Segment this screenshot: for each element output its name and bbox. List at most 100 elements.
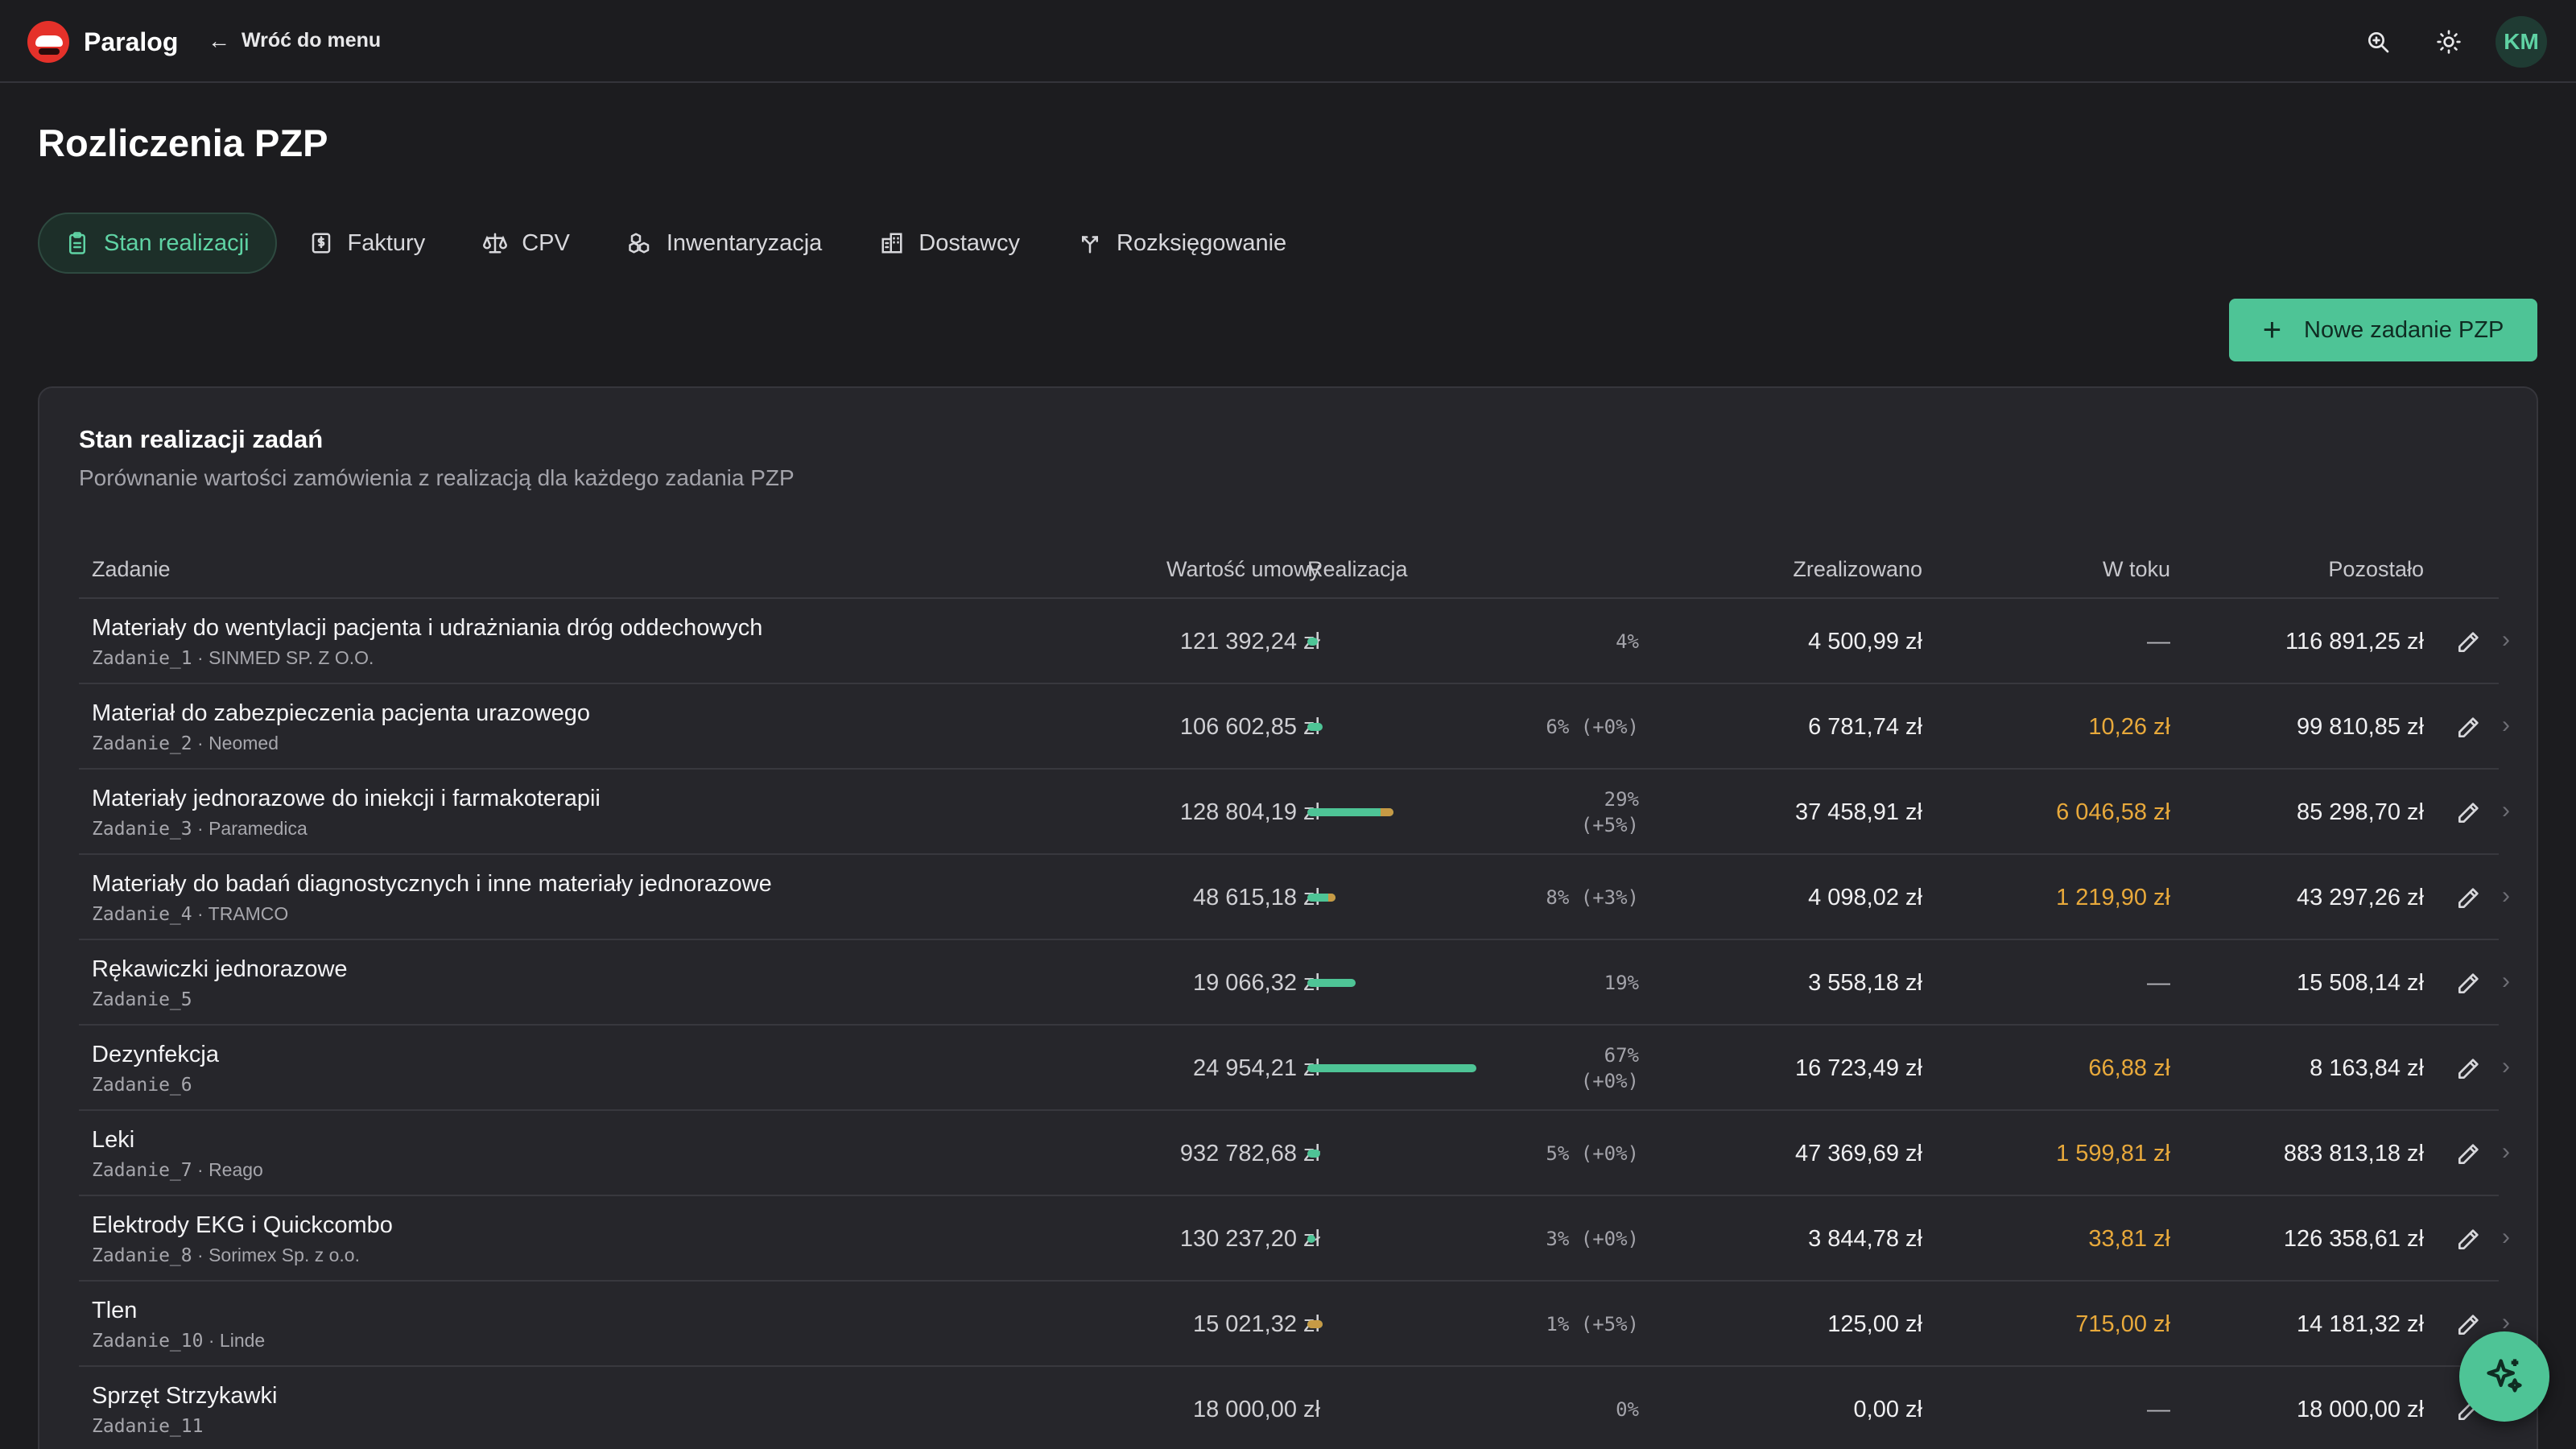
task-name[interactable]: Tlen (92, 1298, 138, 1323)
progress-percent: 0% (1386, 1367, 1639, 1449)
sun-icon[interactable] (2431, 24, 2467, 60)
realized-amount: 16 723,49 zł (1794, 1055, 1922, 1081)
chevron-right-icon[interactable]: › (2502, 1224, 2510, 1250)
tab-rozksiegowanie[interactable]: Rozksięgowanie (1052, 213, 1312, 274)
progress-percent: 29% (+5%) (1386, 770, 1639, 855)
pencil-icon[interactable] (2455, 1141, 2481, 1167)
column-header-progress[interactable]: Realizacja (1307, 557, 1408, 581)
column-header-remaining[interactable]: Pozostało (2328, 557, 2424, 581)
column-header-realized[interactable]: Zrealizowano (1793, 557, 1922, 581)
pencil-icon[interactable] (2455, 800, 2481, 826)
tab-label: CPV (522, 229, 570, 256)
contract-value: 130 237,20 zł (1179, 1225, 1320, 1252)
remaining-amount: 99 810,85 zł (2296, 713, 2424, 740)
progress-percent-line: 29% (1604, 787, 1639, 811)
task-code: Zadanie_2 (92, 733, 192, 754)
chevron-right-icon[interactable]: › (2502, 1138, 2510, 1165)
task-meta: Zadanie_8 · Sorimex Sp. z o.o. (92, 1245, 360, 1266)
tab-dostawcy[interactable]: Dostawcy (854, 213, 1046, 274)
chevron-right-icon[interactable]: › (2502, 712, 2510, 738)
table-row[interactable]: Tlen Zadanie_10 · Linde 15 021,32 zł 1% (+5… (79, 1282, 2510, 1367)
task-meta: Zadanie_5 (92, 989, 192, 1010)
table-row[interactable]: Sprzęt Strzykawki Zadanie_11 18 000,00 zł 0… (79, 1367, 2510, 1449)
task-name[interactable]: Materiały do badań diagnostycznych i inn… (92, 871, 772, 897)
task-supplier: · SINMED SP. Z O.O. (192, 647, 374, 668)
task-name[interactable]: Materiały jednorazowe do iniekcji i farm… (92, 786, 601, 811)
progress-bar-pending (1381, 808, 1393, 816)
table-row[interactable]: Dezynfekcja Zadanie_6 24 954,21 zł 67% (+0%)… (79, 1026, 2510, 1111)
remaining-amount: 43 297,26 zł (2296, 884, 2424, 910)
progress-percent: 1% (+5%) (1386, 1282, 1639, 1367)
contract-value: 18 000,00 zł (1192, 1396, 1320, 1422)
task-name[interactable]: Rękawiczki jednorazowe (92, 956, 348, 982)
table-header: Zadanie Wartość umowy Realizacja Zrealiz… (79, 541, 2499, 599)
pencil-icon[interactable] (2455, 1312, 2481, 1338)
task-name[interactable]: Materiał do zabezpieczenia pacjenta uraz… (92, 700, 591, 726)
progress-bar (1307, 638, 1318, 646)
chevron-right-icon[interactable]: › (2502, 1309, 2510, 1335)
zoom-icon[interactable] (2360, 24, 2396, 60)
table-row[interactable]: Materiał do zabezpieczenia pacjenta uraz… (79, 684, 2510, 770)
tab-cpv[interactable]: CPV (457, 213, 596, 274)
column-header-task[interactable]: Zadanie (92, 557, 171, 581)
table-row[interactable]: Leki Zadanie_7 · Reago 932 782,68 zł 5% (+0… (79, 1111, 2510, 1196)
table-row[interactable]: Materiały do badań diagnostycznych i inn… (79, 855, 2510, 940)
contract-value: 24 954,21 zł (1192, 1055, 1320, 1081)
progress-percent-line: 1% (+5%) (1546, 1312, 1639, 1335)
app-name[interactable]: Paralog (84, 27, 179, 56)
in-progress-amount: 6 046,58 zł (2056, 799, 2170, 825)
task-name[interactable]: Materiały do wentylacji pacjenta i udraż… (92, 615, 763, 641)
progress-bar-pending (1328, 894, 1335, 902)
progress-percent-line: 3% (+0%) (1546, 1227, 1639, 1250)
realized-amount: 0,00 zł (1853, 1396, 1922, 1422)
tab-inwentaryzacja[interactable]: Inwentaryzacja (602, 213, 848, 274)
pencil-icon[interactable] (2455, 715, 2481, 741)
realized-amount: 6 781,74 zł (1808, 713, 1922, 740)
contract-value: 121 392,24 zł (1179, 628, 1320, 654)
chevron-right-icon[interactable]: › (2502, 968, 2510, 994)
pencil-icon[interactable] (2455, 1227, 2481, 1253)
progress-bar (1307, 894, 1335, 902)
task-code: Zadanie_6 (92, 1075, 192, 1096)
new-pzp-task-button[interactable]: + Nowe zadanie PZP (2229, 299, 2537, 361)
invoice-icon (312, 233, 330, 254)
pencil-icon[interactable] (2455, 630, 2481, 655)
tab-label: Dostawcy (919, 229, 1020, 256)
remaining-amount: 18 000,00 zł (2296, 1396, 2424, 1422)
task-name[interactable]: Dezynfekcja (92, 1042, 219, 1067)
realized-amount: 37 458,91 zł (1794, 799, 1922, 825)
pencil-icon[interactable] (2455, 886, 2481, 911)
chevron-right-icon[interactable]: › (2502, 1053, 2510, 1080)
tab-faktury[interactable]: Faktury (283, 213, 452, 274)
contract-value: 106 602,85 zł (1179, 713, 1320, 740)
table-row[interactable]: Materiały do wentylacji pacjenta i udraż… (79, 599, 2510, 684)
chevron-right-icon[interactable]: › (2502, 626, 2510, 653)
table-row[interactable]: Elektrody EKG i Quickcombo Zadanie_8 · So… (79, 1196, 2510, 1282)
progress-percent-line: 5% (+0%) (1546, 1141, 1639, 1165)
table-row[interactable]: Rękawiczki jednorazowe Zadanie_5 19 066,32… (79, 940, 2510, 1026)
user-avatar[interactable]: KM (2496, 16, 2547, 68)
tab-stan-realizacji[interactable]: Stan realizacji (38, 213, 277, 274)
ai-assistant-button[interactable] (2459, 1331, 2549, 1422)
table-row[interactable]: Materiały jednorazowe do iniekcji i farm… (79, 770, 2510, 855)
task-name[interactable]: Leki (92, 1127, 135, 1153)
progress-bar (1307, 1150, 1320, 1158)
progress-percent-line: 4% (1616, 630, 1639, 653)
realized-amount: 4 098,02 zł (1808, 884, 1922, 910)
remaining-amount: 85 298,70 zł (2296, 799, 2424, 825)
column-header-in-progress[interactable]: W toku (2102, 557, 2170, 581)
tab-label: Faktury (347, 229, 426, 256)
chevron-right-icon[interactable]: › (2502, 882, 2510, 909)
chevron-right-icon[interactable]: › (2502, 797, 2510, 824)
progress-percent: 5% (+0%) (1386, 1111, 1639, 1196)
task-meta: Zadanie_6 (92, 1074, 192, 1096)
task-name[interactable]: Sprzęt Strzykawki (92, 1383, 278, 1409)
pencil-icon[interactable] (2455, 971, 2481, 997)
pencil-icon[interactable] (2455, 1056, 2481, 1082)
paralog-logo-icon[interactable] (27, 21, 69, 63)
back-to-menu-link[interactable]: ← Wróć do menu (208, 29, 381, 52)
realized-amount: 125,00 zł (1827, 1311, 1922, 1337)
column-header-contract-value[interactable]: Wartość umowy (1166, 557, 1320, 581)
task-name[interactable]: Elektrody EKG i Quickcombo (92, 1212, 393, 1238)
remaining-amount: 116 891,25 zł (2285, 628, 2424, 654)
